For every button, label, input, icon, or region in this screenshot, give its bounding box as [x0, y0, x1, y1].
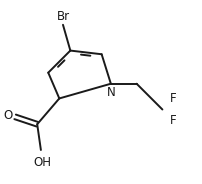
Text: Br: Br: [56, 10, 69, 23]
Text: N: N: [106, 86, 115, 99]
Text: F: F: [170, 92, 176, 105]
Text: OH: OH: [34, 155, 52, 169]
Text: O: O: [3, 109, 12, 121]
Text: F: F: [170, 114, 176, 127]
